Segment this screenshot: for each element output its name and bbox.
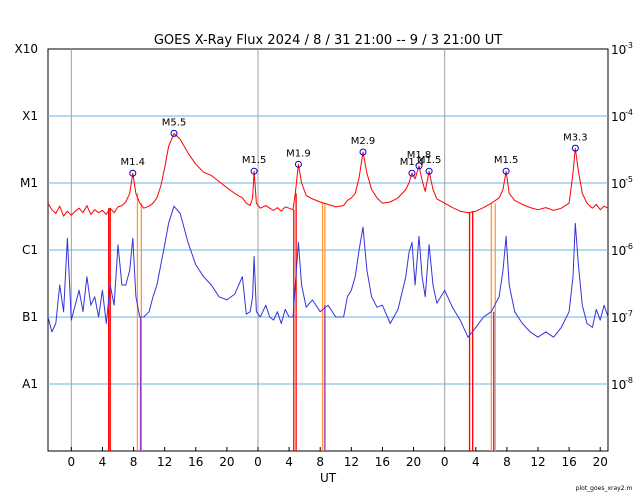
x-tick-label-6: 0 xyxy=(254,455,262,469)
x-tick-label-17: 20 xyxy=(593,455,608,469)
x-tick-label-1: 4 xyxy=(99,455,107,469)
time-axis: 0 4 8 12 16 20 0 4 8 12 16 20 0 4 8 12 16 20 xyxy=(68,447,608,469)
data-dropouts xyxy=(108,193,496,451)
flare-label-1: M5.5 xyxy=(162,117,187,128)
flux-tick-1: 10-4 xyxy=(611,108,633,124)
flux-tick-exp-0: -3 xyxy=(625,41,633,50)
flux-tick-5: 10-8 xyxy=(611,376,633,392)
x-tick-label-16: 16 xyxy=(561,455,576,469)
x-tick-label-14: 8 xyxy=(503,455,511,469)
flux-tick-base-4: 10 xyxy=(611,311,626,325)
flux-tick-exp-2: -5 xyxy=(625,175,633,184)
chart-title: GOES X-Ray Flux 2024 / 8 / 31 21:00 -- 9… xyxy=(154,33,502,48)
flare-marker-3 xyxy=(294,160,302,168)
flux-tick-base-5: 10 xyxy=(611,378,626,392)
x-tick-label-7: 4 xyxy=(285,455,293,469)
x-tick-label-2: 8 xyxy=(130,455,138,469)
x-tick-label-13: 4 xyxy=(472,455,480,469)
flux-axis: 10-310-410-510-610-710-8 xyxy=(611,41,633,392)
class-label-4: B1 xyxy=(22,310,38,324)
flare-marker-1 xyxy=(170,129,178,137)
x-tick-label-0: 0 xyxy=(68,455,76,469)
x-tick-label-10: 16 xyxy=(375,455,390,469)
flare-label-4: M2.9 xyxy=(351,136,376,147)
x-tick-label-15: 12 xyxy=(530,455,545,469)
flare-marker-5 xyxy=(408,169,416,177)
flux-tick-base-0: 10 xyxy=(611,43,626,57)
flux-tick-base-2: 10 xyxy=(611,177,626,191)
flare-label-6: M1.8 xyxy=(407,150,432,161)
flare-label-8: M1.5 xyxy=(494,155,519,166)
flare-marker-7 xyxy=(425,167,433,175)
x-tick-label-9: 12 xyxy=(344,455,359,469)
x-axis-label: UT xyxy=(320,471,337,485)
x-tick-label-11: 20 xyxy=(406,455,421,469)
flare-marker-0 xyxy=(129,169,137,177)
day-boundary-lines xyxy=(70,49,446,451)
class-label-3: C1 xyxy=(22,243,38,257)
flare-label-5: M1.4 xyxy=(400,157,425,168)
x-tick-label-8: 8 xyxy=(316,455,324,469)
plot-credit: plot_goes_xray2.m xyxy=(576,485,633,492)
x-tick-label-3: 12 xyxy=(157,455,172,469)
flare-marker-9 xyxy=(571,144,579,152)
x-tick-label-4: 16 xyxy=(188,455,203,469)
flare-label-3: M1.9 xyxy=(286,148,311,159)
flare-marker-8 xyxy=(502,167,510,175)
flux-tick-0: 10-3 xyxy=(611,41,633,57)
flux-tick-4: 10-7 xyxy=(611,309,633,325)
class-label-0: X10 xyxy=(15,42,39,56)
flare-marker-6 xyxy=(415,162,423,170)
flux-tick-3: 10-6 xyxy=(611,242,633,258)
x-tick-label-5: 20 xyxy=(219,455,234,469)
class-label-5: A1 xyxy=(22,377,38,391)
class-label-1: X1 xyxy=(22,109,38,123)
series-line-1 xyxy=(47,205,609,338)
flare-markers: M1.4M5.5M1.5M1.9M2.9M1.4M1.8M1.5 M1.5M3.3 xyxy=(121,117,588,177)
x-tick-label-12: 0 xyxy=(441,455,449,469)
flare-marker-4 xyxy=(359,148,367,156)
series-line-0 xyxy=(47,132,609,217)
flux-tick-exp-1: -4 xyxy=(625,108,633,117)
flare-label-7: M1.5 xyxy=(417,155,442,166)
flare-label-9: M3.3 xyxy=(563,132,588,143)
class-label-2: M1 xyxy=(20,176,38,190)
flux-tick-base-1: 10 xyxy=(611,110,626,124)
flux-tick-2: 10-5 xyxy=(611,175,633,191)
flare-label-0: M1.4 xyxy=(121,157,146,168)
flux-tick-exp-3: -6 xyxy=(625,242,633,251)
flare-label-2: M1.5 xyxy=(242,155,267,166)
flux-tick-exp-5: -8 xyxy=(625,376,633,385)
flux-series xyxy=(47,132,609,338)
flux-tick-exp-4: -7 xyxy=(625,309,633,318)
flux-tick-base-3: 10 xyxy=(611,244,626,258)
flare-marker-2 xyxy=(250,167,258,175)
class-axis: X10 X1 M1 C1 B1 A1 xyxy=(15,42,39,391)
